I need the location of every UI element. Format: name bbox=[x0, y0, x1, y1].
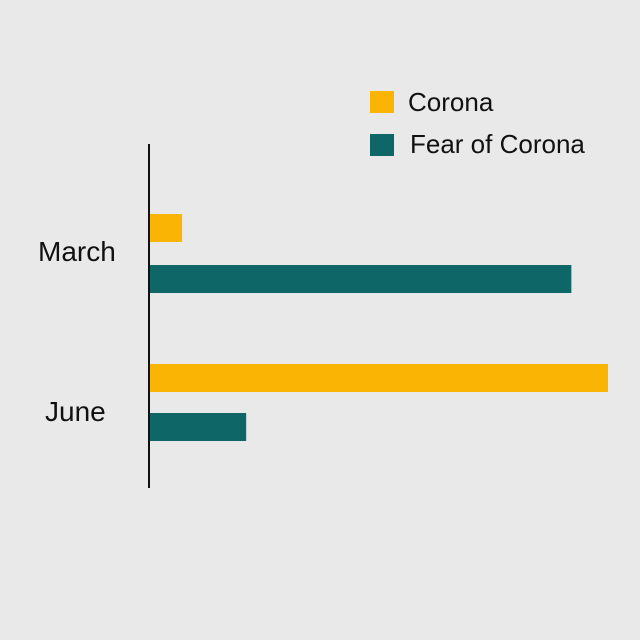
category-label-march: March bbox=[38, 236, 116, 267]
bar-fear-of-corona-june bbox=[150, 413, 247, 441]
legend-swatch-corona bbox=[370, 91, 394, 113]
category-label-june: June bbox=[45, 396, 106, 427]
bar-fear-of-corona-march bbox=[150, 265, 572, 293]
bar-corona-june bbox=[150, 364, 608, 392]
legend-swatch-fear-of-corona bbox=[370, 134, 394, 156]
bar-corona-march bbox=[150, 214, 183, 242]
bars-group bbox=[150, 214, 608, 441]
legend-label-fear-of-corona: Fear of Corona bbox=[410, 129, 585, 159]
legend-label-corona: Corona bbox=[408, 87, 494, 117]
legend: Corona Fear of Corona bbox=[370, 87, 585, 159]
category-labels: March June bbox=[38, 236, 116, 427]
